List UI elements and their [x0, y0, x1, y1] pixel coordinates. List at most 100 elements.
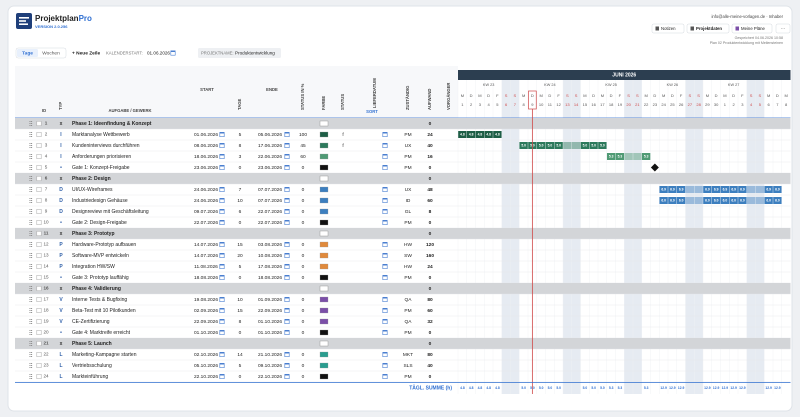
row-checkbox[interactable] [36, 352, 42, 357]
row-color[interactable] [319, 263, 329, 270]
row-checkbox[interactable] [36, 374, 42, 379]
drag-dot [31, 312, 33, 313]
row-color[interactable] [319, 296, 329, 303]
row-checkbox[interactable] [36, 176, 42, 181]
calendar-start[interactable]: 01.06.2026 [147, 50, 170, 55]
row-checkbox[interactable] [36, 165, 42, 170]
row-percent: 0 [302, 220, 305, 226]
row-checkbox[interactable] [36, 209, 42, 214]
row-color[interactable] [319, 219, 329, 226]
row-id: 11 [44, 231, 49, 236]
gantt-bar [659, 186, 668, 193]
row-start: 14.07.2026 [194, 253, 218, 259]
row-checkbox[interactable] [36, 253, 42, 258]
row-checkbox[interactable] [36, 275, 42, 280]
row-start: 08.06.2026 [194, 143, 218, 149]
row-color[interactable] [319, 274, 329, 281]
gantt-bar [554, 142, 563, 149]
row-checkbox[interactable] [36, 198, 42, 203]
row-checkbox[interactable] [36, 187, 42, 192]
drag-dot [31, 191, 33, 192]
row-color[interactable] [319, 329, 329, 336]
row-aufwand: 0 [429, 165, 432, 171]
row-color[interactable] [319, 131, 329, 138]
row-start: 14.07.2026 [194, 242, 218, 248]
row-name: Vertriebsschulung [72, 363, 112, 369]
row-tage: 0 [239, 275, 242, 281]
drag-dot [31, 319, 33, 320]
row-color[interactable] [319, 208, 329, 215]
header-button[interactable] [731, 23, 773, 34]
drag-dot [31, 134, 33, 135]
row-checkbox[interactable] [36, 264, 42, 269]
row-checkbox[interactable] [36, 319, 42, 324]
row-color[interactable] [319, 241, 329, 248]
bar-label: 6.0 [661, 199, 666, 203]
bar-label: 5.3 [618, 155, 623, 159]
drag-dot [29, 202, 31, 203]
row-checkbox[interactable] [36, 132, 42, 137]
row-owner: QA [405, 297, 413, 303]
header-button[interactable] [775, 23, 791, 34]
calendar-icon-top [284, 198, 290, 200]
row-aufwand: 40 [427, 143, 433, 149]
drag-dot [29, 319, 31, 320]
brand-main: Projektplan [35, 14, 79, 23]
row-type: • [60, 165, 62, 171]
row-checkbox[interactable] [36, 220, 42, 225]
row-type: • [60, 330, 62, 336]
row-checkbox[interactable] [36, 341, 42, 346]
row-checkbox[interactable] [36, 121, 42, 126]
calendar-icon-top [284, 242, 290, 244]
row-type: L [59, 352, 62, 358]
new-row-button[interactable]: + Neue Zeile [72, 50, 100, 56]
row-type: x [60, 121, 63, 127]
gantt-bar [571, 142, 581, 149]
day-letter: M [662, 93, 665, 98]
header-button[interactable] [686, 23, 730, 34]
row-aufwand: 24 [427, 132, 433, 138]
row-checkbox[interactable] [36, 308, 42, 313]
header-button[interactable] [651, 23, 685, 34]
row-checkbox[interactable] [36, 330, 42, 335]
gantt-bar [755, 197, 765, 204]
day-letter: S [759, 93, 762, 98]
row-checkbox[interactable] [36, 154, 42, 159]
daily-sum: 12.9 [669, 386, 676, 390]
week-label: KW 24 [544, 83, 555, 87]
row-color[interactable] [319, 362, 329, 369]
row-checkbox[interactable] [36, 297, 42, 302]
row-checkbox[interactable] [36, 363, 42, 368]
row-ende: 22.10.2026 [258, 374, 282, 380]
row-checkbox[interactable] [36, 286, 42, 291]
row-color[interactable] [319, 153, 329, 160]
view-option[interactable]: Wochen [42, 50, 60, 56]
row-color[interactable] [319, 307, 329, 314]
drag-dot [29, 264, 31, 265]
row-color[interactable] [319, 318, 329, 325]
row-checkbox[interactable] [36, 143, 42, 148]
row-percent: 0 [302, 297, 305, 303]
row-owner: QA [405, 319, 413, 325]
row-name: Gate 4: Marktreife erreicht [72, 330, 131, 336]
row-percent: 0 [302, 308, 305, 314]
row-color[interactable] [319, 197, 329, 204]
row-color[interactable] [319, 373, 329, 380]
row-start: 22.10.2026 [194, 374, 218, 380]
calendar-icon-top [284, 209, 290, 211]
view-option[interactable]: Tage [22, 50, 33, 56]
bar-label: 5.0 [600, 144, 605, 148]
day-number: 10 [539, 102, 544, 107]
day-letter: M [539, 93, 542, 98]
row-checkbox[interactable] [36, 231, 42, 236]
row-checkbox[interactable] [36, 242, 42, 247]
row-color[interactable] [319, 252, 329, 259]
calendar-icon-top [382, 297, 388, 299]
row-color[interactable] [319, 351, 329, 358]
row-color[interactable] [319, 164, 329, 171]
row-color[interactable] [319, 142, 329, 149]
day-number: 17 [600, 102, 605, 107]
row-tage: 0 [239, 330, 242, 336]
row-color[interactable] [319, 186, 329, 193]
calendar-icon-top [284, 264, 290, 266]
